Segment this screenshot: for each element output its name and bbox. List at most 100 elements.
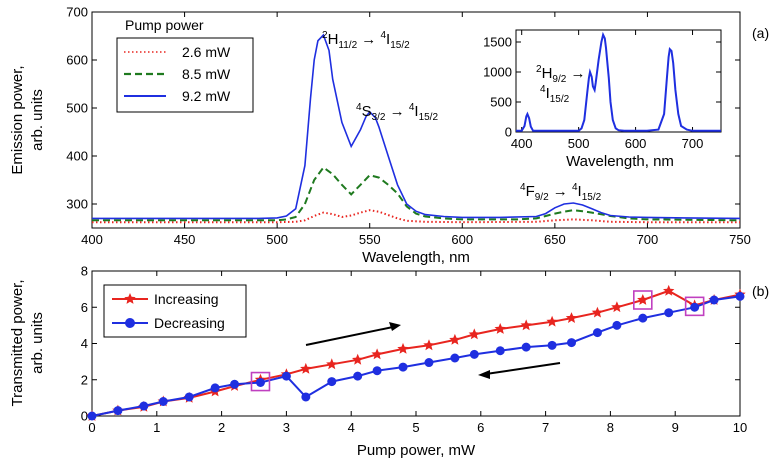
inset-ytick-label: 1500 — [483, 35, 512, 50]
panel-a-ylabel-line1: Emission power, — [9, 65, 26, 174]
marker-decreasing — [450, 353, 460, 363]
marker-decreasing — [690, 302, 700, 312]
legend-title: Pump power — [125, 17, 204, 33]
panel-a: 400 450 500 550 600 650 700 750300400500600700 … — [9, 5, 769, 266]
marker-decreasing — [87, 411, 97, 421]
legend-star — [124, 293, 136, 304]
legend-entry-2-6mw: 2.6 mW — [182, 44, 231, 60]
legend-entry-increasing: Increasing — [154, 291, 219, 307]
panel-b-xtick-label: 10 — [733, 420, 747, 435]
inset-annotation-2h9-4i15: 2H9/2 → 4I15/2 — [536, 64, 585, 105]
panel-a-ytick-label: 600 — [66, 53, 88, 68]
panel-b-xtick-label: 6 — [477, 420, 484, 435]
marker-decreasing — [210, 383, 220, 393]
highlight-box — [684, 296, 705, 317]
marker-increasing — [591, 306, 604, 318]
panel-b-ylabel-line2: arb. units — [29, 312, 46, 374]
marker-decreasing — [612, 320, 622, 330]
inset-xlabel: Wavelength, nm — [566, 153, 674, 170]
arrow-decreasing — [478, 362, 561, 379]
legend-marker-decreasing — [125, 318, 135, 328]
arrow-increasing — [305, 322, 401, 346]
panel-a-xtick-label: 700 — [637, 232, 659, 247]
marker-decreasing — [158, 397, 168, 406]
panel-a-xtick-label: 750 — [729, 232, 751, 247]
series-8-5-mw — [92, 166, 741, 222]
inset-ytick-label: 500 — [490, 95, 512, 110]
legend-entry-9-2mw: 9.2 mW — [182, 88, 231, 104]
panel-b-xtick-label: 0 — [88, 420, 95, 435]
series-9-2-mw — [92, 33, 741, 220]
marker-decreasing — [184, 392, 194, 402]
legend-marker-increasing — [124, 293, 136, 304]
marker-increasing — [300, 362, 312, 374]
marker-decreasing — [709, 295, 719, 305]
inset-ytick-label: 1000 — [483, 65, 512, 80]
inset-xtick-label: 500 — [568, 136, 590, 151]
annotation-4s3-4i15: 4S3/2 → 4I15/2 — [356, 102, 438, 123]
series-decreasing — [91, 295, 741, 417]
panel-b-xtick-label: 3 — [283, 420, 290, 435]
panel-a-ytick-label: 300 — [66, 197, 88, 212]
panel-b-xtick-label: 7 — [542, 420, 549, 435]
panel-a-xlabel: Wavelength, nm — [362, 249, 470, 266]
inset-series — [516, 31, 721, 132]
panel-a-label: (a) — [752, 25, 769, 41]
marker-increasing — [637, 294, 649, 305]
panel-b-ytick-label: 8 — [81, 264, 88, 279]
panel-a-xtick-label: 400 — [81, 232, 103, 247]
panel-b-xtick-label: 5 — [412, 420, 419, 435]
marker-increasing — [423, 339, 435, 351]
legend-entry-8-5mw: 8.5 mW — [182, 66, 231, 82]
marker-decreasing — [592, 328, 602, 338]
series-increasing — [91, 289, 741, 417]
marker-increasing — [371, 348, 383, 360]
legend-box-b — [103, 284, 247, 338]
legend-entry-decreasing: Decreasing — [154, 315, 225, 331]
marker-increasing — [565, 312, 578, 323]
panel-b-ytick-label: 2 — [81, 372, 88, 387]
panel-b-ylabel-line1: Transmitted power, — [9, 280, 26, 407]
panel-b-label: (b) — [752, 283, 769, 299]
annotation-4f9-4i15: 4F9/2 → 4I15/2 — [520, 182, 602, 203]
marker-decreasing — [372, 366, 382, 376]
panel-b-legend: Increasing Decreasing — [103, 284, 247, 338]
marker-decreasing — [547, 340, 557, 350]
series-2-6-mw — [92, 209, 740, 224]
marker-increasing — [494, 323, 506, 334]
marker-decreasing — [735, 291, 745, 301]
panel-a-ytick-label: 500 — [66, 101, 88, 116]
inset-xtick-label: 700 — [682, 136, 704, 151]
panel-a-legend: Pump power 2.6 mW 8.5 mW 9.2 mW — [116, 17, 254, 113]
marker-decreasing — [113, 406, 123, 416]
marker-decreasing — [638, 313, 648, 323]
panel-a-ticks: 400 450 500 550 600 650 700 750 300 400 500 600 700 — [66, 5, 751, 247]
marker-decreasing — [495, 346, 505, 356]
panel-a-xtick-label: 650 — [544, 232, 566, 247]
marker-decreasing — [469, 349, 479, 359]
panel-a-ylabel-line2: arb. units — [29, 89, 46, 151]
marker-decreasing — [567, 338, 577, 348]
marker-increasing — [397, 342, 409, 354]
panel-b-xtick-label: 4 — [348, 420, 355, 435]
panel-b-xtick-label: 9 — [672, 420, 679, 435]
inset-xtick-label: 400 — [511, 136, 533, 151]
marker-decreasing — [353, 371, 363, 381]
panel-a-xtick-label: 550 — [359, 232, 381, 247]
marker-decreasing — [398, 362, 408, 372]
marker-decreasing — [281, 371, 291, 381]
marker-decreasing — [664, 308, 674, 318]
marker-decreasing — [255, 377, 265, 387]
panel-a-ytick-label: 700 — [66, 5, 88, 20]
inset-ytick-label: 0 — [505, 125, 512, 140]
inset-ticks: 400 500 600 700 0 500 1000 1500 — [483, 30, 721, 151]
panel-a-series — [92, 33, 741, 224]
panel-b-series — [86, 284, 746, 421]
marker-increasing — [326, 358, 338, 370]
marker-increasing — [468, 328, 480, 340]
marker-decreasing — [327, 377, 337, 387]
panel-b-ytick-label: 6 — [81, 300, 88, 315]
marker-decreasing — [139, 401, 149, 411]
